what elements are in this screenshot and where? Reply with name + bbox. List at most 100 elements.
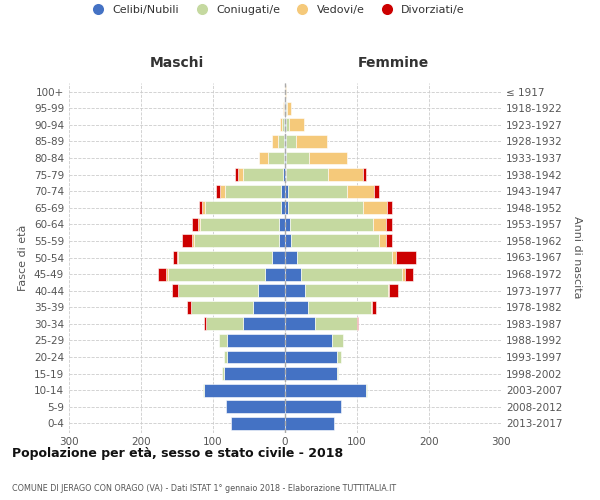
Bar (257, 284, 285, 297)
Bar (272, 251, 285, 264)
Bar (225, 184, 281, 198)
Bar (177, 251, 178, 264)
Bar (199, 202, 202, 214)
Bar (389, 284, 398, 297)
Bar (235, 168, 238, 181)
Bar (308, 301, 371, 314)
Bar (285, 268, 301, 280)
Bar (310, 152, 347, 164)
Bar (182, 234, 192, 248)
Bar (286, 118, 289, 132)
Bar (337, 350, 341, 364)
Bar (289, 118, 304, 132)
Bar (401, 268, 404, 280)
Bar (285, 168, 286, 181)
Bar (404, 268, 413, 280)
Bar (286, 135, 296, 148)
Text: Femmine: Femmine (358, 56, 428, 70)
Bar (285, 135, 286, 148)
Bar (205, 318, 206, 330)
Bar (373, 218, 386, 231)
Y-axis label: Anni di nascita: Anni di nascita (572, 216, 582, 298)
Bar (284, 102, 285, 114)
Bar (243, 168, 283, 181)
Bar (283, 102, 284, 114)
Bar (287, 102, 291, 114)
Bar (296, 135, 328, 148)
Bar (173, 251, 177, 264)
Bar (202, 202, 205, 214)
Bar (284, 118, 285, 132)
Bar (285, 284, 305, 297)
Bar (178, 251, 272, 264)
Bar (224, 350, 227, 364)
Bar (337, 367, 338, 380)
Bar (200, 218, 279, 231)
Bar (285, 400, 341, 413)
Bar (286, 102, 287, 114)
Bar (192, 218, 198, 231)
Bar (285, 350, 337, 364)
Bar (286, 152, 310, 164)
Y-axis label: Fasce di età: Fasce di età (19, 224, 28, 290)
Bar (227, 334, 285, 347)
Bar (288, 202, 364, 214)
Bar (285, 85, 286, 98)
Text: COMUNE DI JERAGO CON ORAGO (VA) - Dati ISTAT 1° gennaio 2018 - Elaborazione TUTT: COMUNE DI JERAGO CON ORAGO (VA) - Dati I… (12, 484, 396, 493)
Text: Maschi: Maschi (150, 56, 204, 70)
Bar (285, 234, 291, 248)
Bar (286, 168, 328, 181)
Bar (285, 118, 286, 132)
Bar (172, 284, 178, 297)
Bar (285, 301, 308, 314)
Bar (192, 234, 194, 248)
Bar (282, 118, 284, 132)
Bar (281, 184, 285, 198)
Bar (285, 152, 286, 164)
Bar (206, 318, 243, 330)
Bar (205, 384, 285, 396)
Bar (243, 318, 285, 330)
Bar (223, 367, 224, 380)
Bar (392, 251, 396, 264)
Bar (285, 334, 332, 347)
Bar (386, 234, 392, 248)
Bar (371, 301, 372, 314)
Bar (166, 268, 167, 280)
Bar (285, 417, 334, 430)
Bar (278, 135, 284, 148)
Bar (372, 301, 376, 314)
Bar (285, 184, 288, 198)
Bar (284, 135, 285, 148)
Bar (285, 367, 337, 380)
Bar (283, 168, 285, 181)
Bar (167, 268, 265, 280)
Bar (220, 184, 225, 198)
Bar (332, 334, 343, 347)
Bar (284, 152, 285, 164)
Bar (285, 318, 315, 330)
Bar (379, 234, 386, 248)
Bar (357, 318, 358, 330)
Bar (315, 318, 357, 330)
Bar (279, 218, 285, 231)
Bar (268, 152, 284, 164)
Bar (203, 384, 205, 396)
Legend: Celibi/Nubili, Coniugati/e, Vedovi/e, Divorziati/e: Celibi/Nubili, Coniugati/e, Vedovi/e, Di… (83, 0, 469, 20)
Bar (278, 234, 285, 248)
Bar (178, 284, 257, 297)
Bar (288, 184, 347, 198)
Bar (305, 284, 388, 297)
Bar (231, 417, 285, 430)
Bar (285, 218, 290, 231)
Bar (216, 184, 220, 198)
Bar (224, 367, 285, 380)
Bar (227, 350, 285, 364)
Bar (219, 334, 227, 347)
Bar (280, 118, 282, 132)
Bar (285, 102, 286, 114)
Bar (290, 218, 373, 231)
Bar (238, 168, 243, 181)
Bar (272, 135, 278, 148)
Bar (374, 184, 379, 198)
